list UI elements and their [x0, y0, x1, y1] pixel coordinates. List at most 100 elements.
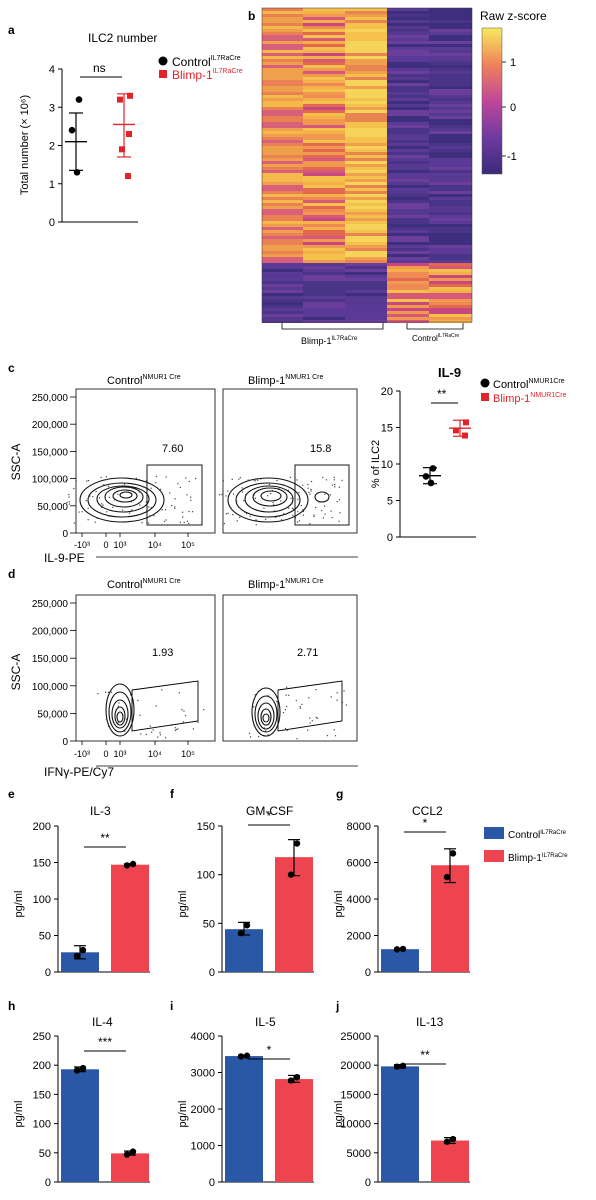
heatmap-cell — [262, 101, 303, 104]
heatmap-cell — [262, 245, 303, 248]
heatmap-cell — [429, 311, 472, 314]
heatmap-cell — [262, 95, 303, 98]
flow-dot — [155, 482, 157, 484]
heatmap-cell — [345, 317, 387, 320]
chart-f-point-0-1 — [243, 922, 251, 929]
heatmap-cell — [345, 284, 387, 287]
flow-dot — [254, 497, 256, 499]
heatmap-cell — [262, 89, 303, 92]
flow-dot — [145, 501, 147, 503]
flow-dot — [94, 521, 96, 523]
flow-dot — [88, 495, 90, 498]
heatmap-cell — [387, 302, 429, 305]
heatmap-cell — [345, 260, 387, 263]
heatmap-cell — [387, 248, 429, 251]
flow-dot — [174, 498, 176, 500]
chart-j-y-tick-label-5: 25000 — [340, 1031, 371, 1043]
flow-dot — [81, 511, 83, 513]
heatmap-cell — [429, 278, 472, 281]
heatmap-cell — [303, 14, 345, 17]
flow-dot — [288, 507, 290, 509]
heatmap-cell — [387, 281, 429, 284]
flow-d-title-blimp-text: Blimp-1NMUR1 Cre — [248, 578, 324, 591]
heatmap-cell — [387, 278, 429, 281]
flow-dot — [225, 513, 228, 515]
colorbar-tick-label-neg1: -1 — [507, 151, 517, 163]
heatmap-cell — [387, 47, 429, 50]
chart-h-y-tick-label-3: 150 — [33, 1089, 51, 1101]
flow-x-tick-label: -10³ — [74, 749, 90, 759]
flow-c-title-control-text: ControlNMUR1 Cre — [107, 374, 181, 387]
heatmap-cell — [429, 56, 472, 59]
flow-dot — [78, 511, 80, 513]
chart-e-bar-1 — [111, 864, 149, 972]
heatmap-cell — [387, 155, 429, 158]
flow-x-tick-label: 10⁵ — [181, 540, 195, 550]
heatmap-cell — [345, 311, 387, 314]
heatmap-cell — [387, 149, 429, 152]
chart-h-point-1-1 — [129, 1148, 137, 1155]
flow-dot — [126, 718, 128, 720]
chart-c-right-sig-label: ** — [437, 387, 447, 401]
flow-dot — [253, 494, 255, 496]
flow-dot — [307, 483, 309, 486]
chart-a-point-1-2 — [126, 131, 132, 138]
heatmap-cell — [262, 284, 303, 287]
heatmap-cell — [387, 59, 429, 62]
chart-e-point-1-1 — [129, 860, 137, 868]
chart-i-title: IL-5 — [255, 1015, 276, 1029]
heatmap-cell — [429, 125, 472, 128]
heatmap-cell — [303, 293, 345, 296]
heatmap-cell — [429, 146, 472, 149]
flow-dot — [297, 511, 299, 513]
heatmap-cell — [387, 74, 429, 77]
flow-dot — [249, 736, 252, 738]
flow-dot — [243, 500, 245, 502]
heatmap-cell — [303, 65, 345, 68]
heatmap-cell — [387, 107, 429, 110]
heatmap-cell — [429, 245, 472, 248]
panel-label-d: d — [8, 567, 15, 581]
flow-d-ylabel: SSC-A — [9, 654, 23, 691]
chart-f-y-tick-label-2: 100 — [197, 870, 215, 882]
flow-dot — [331, 516, 333, 519]
heatmap-cell — [345, 95, 387, 98]
flow-dot — [310, 480, 313, 483]
heatmap-cell — [387, 101, 429, 104]
heatmap-cell — [262, 164, 303, 167]
heatmap-cell — [345, 257, 387, 260]
heatmap-cell — [303, 275, 345, 278]
heatmap-cell — [262, 308, 303, 311]
flow-dot — [130, 709, 132, 711]
chart-j-point-0-0 — [393, 1063, 401, 1070]
flow-dot — [322, 517, 325, 519]
heatmap-cell — [345, 50, 387, 53]
flow-dot — [157, 736, 159, 738]
heatmap-cell — [387, 200, 429, 203]
heatmap-cell — [387, 116, 429, 119]
heatmap-cell — [303, 53, 345, 56]
flow-dot — [307, 487, 309, 489]
chart-h-bar-1 — [111, 1153, 149, 1182]
heatmap-cell — [345, 176, 387, 179]
heatmap-cell — [262, 26, 303, 29]
heatmap-cell — [303, 143, 345, 146]
flow-y-tick-label: 100,000 — [32, 682, 69, 693]
flow-dot — [222, 480, 224, 482]
flow-dot — [141, 522, 143, 524]
flow-dot — [139, 714, 141, 716]
heatmap-cell — [262, 14, 303, 17]
heatmap-cell — [303, 158, 345, 161]
heatmap-cell — [345, 134, 387, 137]
heatmap-cell — [429, 80, 472, 83]
heatmap-cell — [429, 194, 472, 197]
flow-dot — [145, 733, 147, 735]
flow-dot — [186, 494, 188, 496]
chart-g-y-tick-label-1: 2000 — [347, 931, 371, 943]
heatmap-cell — [262, 11, 303, 14]
heatmap-cell — [262, 146, 303, 149]
heatmap-cell — [387, 197, 429, 200]
chart-a-point-0-2 — [73, 168, 81, 176]
chart-h-bar-0 — [61, 1069, 99, 1182]
